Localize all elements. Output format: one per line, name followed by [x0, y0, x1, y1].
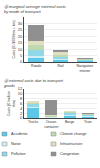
svg-text:6: 6 — [20, 101, 23, 106]
svg-text:Pollution: Pollution — [11, 152, 26, 156]
svg-text:Train: Train — [84, 120, 92, 124]
svg-text:Barge: Barge — [65, 120, 74, 124]
svg-text:4: 4 — [20, 106, 23, 111]
svg-text:Ocean-container: Ocean-container — [44, 120, 59, 129]
svg-text:Costs (€ /1000tkm + km): Costs (€ /1000tkm + km) — [12, 20, 16, 58]
svg-text:Infrastructure: Infrastructure — [60, 142, 82, 146]
svg-text:10: 10 — [18, 91, 23, 96]
svg-text:Rail: Rail — [57, 64, 63, 68]
svg-text:20: 20 — [18, 34, 23, 39]
svg-text:15: 15 — [18, 40, 23, 45]
svg-text:0: 0 — [20, 59, 23, 64]
svg-text:Accidents: Accidents — [11, 132, 28, 136]
svg-text:12: 12 — [18, 86, 23, 91]
svg-text:Congestion: Congestion — [60, 152, 79, 156]
svg-text:Trucks: Trucks — [28, 120, 39, 124]
svg-text:Costs (€ /milliontkm): Costs (€ /milliontkm) — [7, 91, 16, 116]
svg-text:2: 2 — [20, 111, 23, 116]
svg-text:30: 30 — [18, 21, 23, 26]
svg-text:Roads: Roads — [31, 64, 41, 68]
svg-text:ⓑ external costs due to transp: ⓑ external costs due to transportgoods — [4, 78, 64, 88]
svg-text:8: 8 — [20, 96, 23, 101]
svg-text:Noise: Noise — [11, 142, 21, 146]
svg-text:ⓐ marginal average external co: ⓐ marginal average external costsby mode… — [4, 4, 66, 14]
svg-text:Navigationinterior: Navigationinterior — [77, 64, 94, 73]
svg-text:Climate change: Climate change — [60, 132, 86, 136]
svg-text:10: 10 — [18, 47, 23, 52]
svg-text:25: 25 — [18, 27, 23, 32]
svg-text:5: 5 — [20, 53, 23, 58]
svg-text:0: 0 — [20, 115, 23, 120]
